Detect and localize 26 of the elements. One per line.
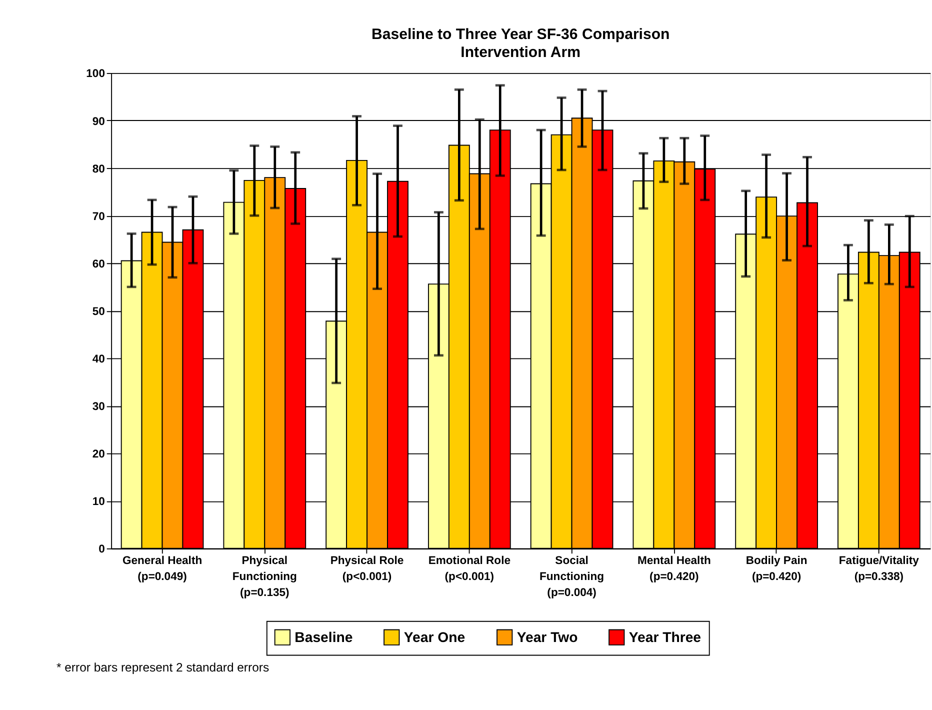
chart-subtitle: Intervention Arm bbox=[460, 44, 581, 61]
x-tick-label: Bodily Pain (p=0.420) bbox=[746, 554, 808, 583]
y-tick-label: 70 bbox=[92, 210, 105, 223]
x-tick-label: Social Functioning (p=0.004) bbox=[540, 554, 604, 599]
y-tick-label: 50 bbox=[92, 306, 105, 318]
y-tick-label: 10 bbox=[92, 496, 105, 508]
y-tick-label: 90 bbox=[92, 116, 105, 128]
y-tick-label: 100 bbox=[86, 68, 105, 80]
y-tick-label: 80 bbox=[92, 163, 105, 176]
y-tick-label: 20 bbox=[92, 448, 105, 461]
x-tick-label: Mental Health (p=0.420) bbox=[638, 554, 711, 583]
x-tick-label: Fatigue/Vitality (p=0.338) bbox=[838, 554, 920, 583]
y-tick-label: 40 bbox=[92, 353, 105, 366]
legend-label: Year Three bbox=[628, 629, 702, 646]
y-tick-label: 30 bbox=[92, 401, 105, 414]
chart-title: Baseline to Three Year SF-36 Comparison bbox=[371, 26, 670, 44]
x-tick-label: Physical Role (p<0.001) bbox=[330, 554, 404, 583]
text: * error bars represent 2 standard errors bbox=[56, 660, 270, 675]
x-tick-label: Emotional Role (p<0.001) bbox=[428, 554, 510, 583]
y-tick-label: 60 bbox=[92, 258, 105, 270]
y-tick-label: 0 bbox=[98, 544, 105, 556]
x-tick-label: Physical Functioning (p=0.135) bbox=[232, 554, 298, 599]
legend-label: Year Two bbox=[516, 629, 578, 646]
legend-label: Baseline bbox=[294, 629, 353, 646]
x-tick-label: General Health (p=0.049) bbox=[122, 554, 202, 583]
legend-label: Year One bbox=[404, 629, 466, 646]
